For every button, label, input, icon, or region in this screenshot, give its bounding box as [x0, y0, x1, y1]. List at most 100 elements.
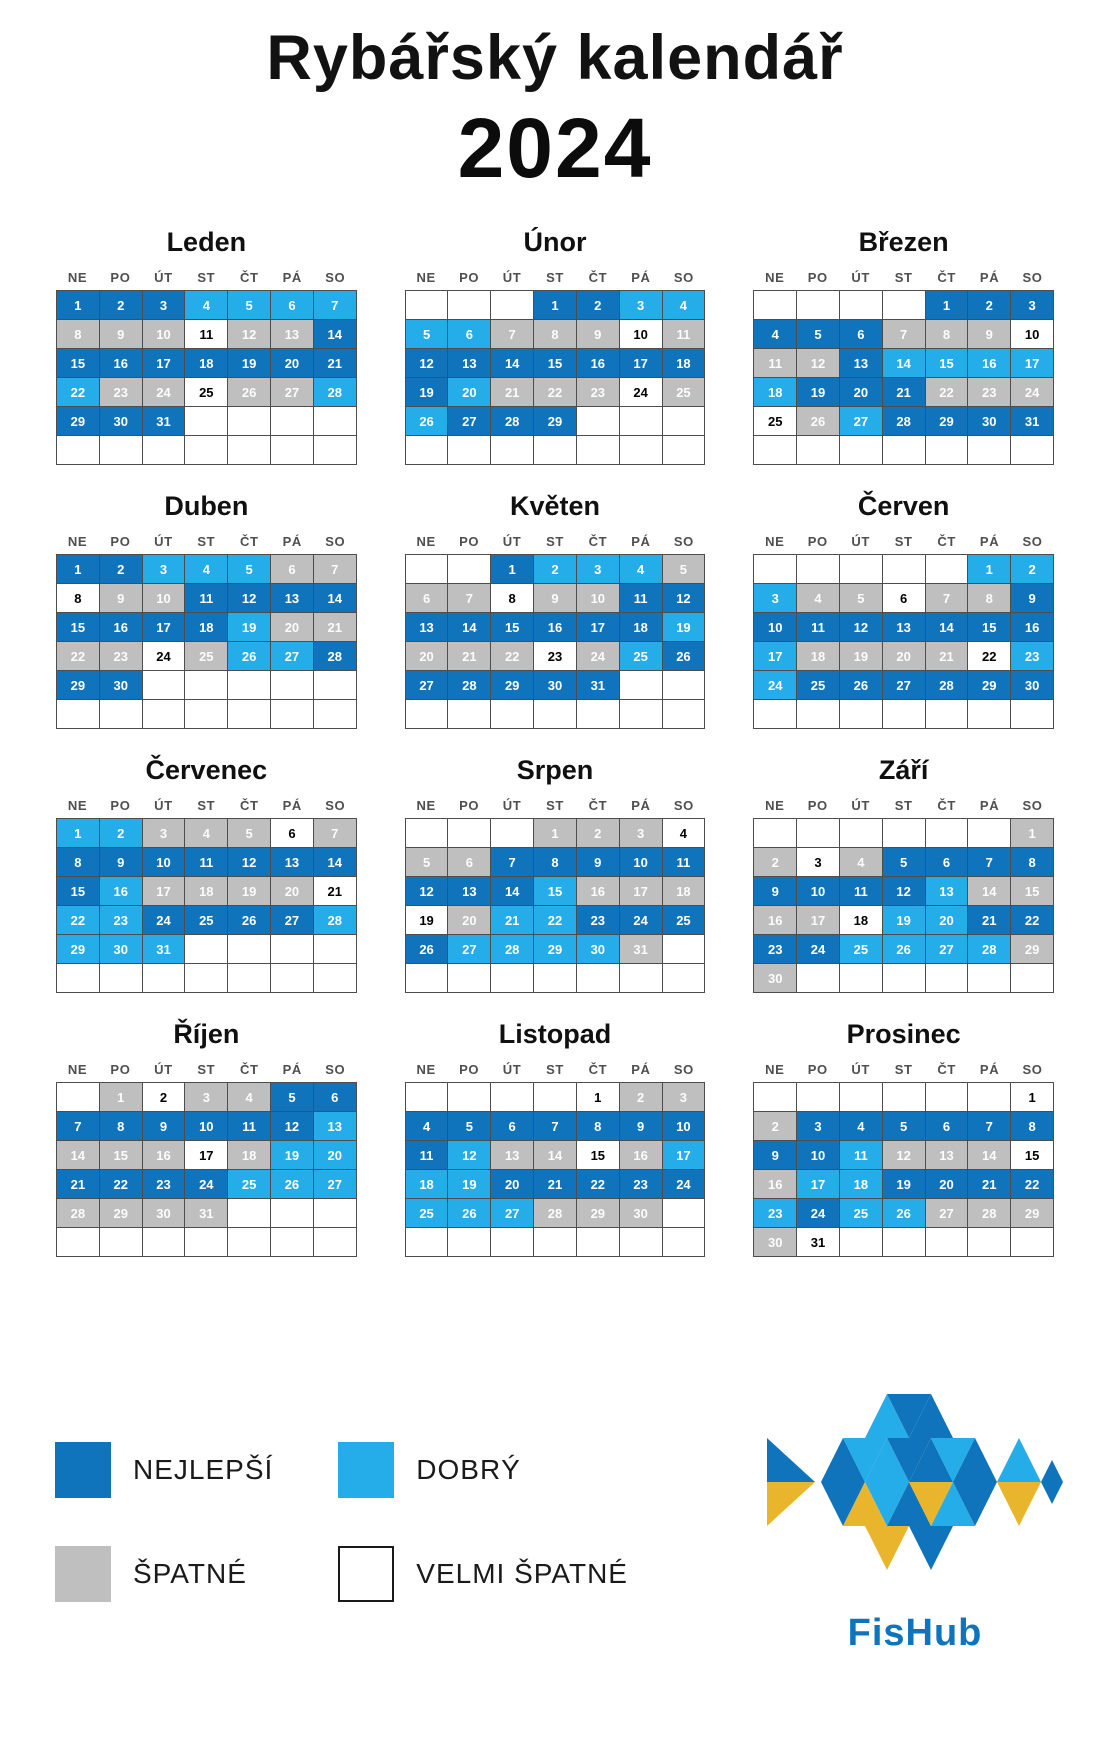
empty-cell — [619, 436, 663, 465]
day-cell: 26 — [662, 642, 706, 671]
day-cell: 11 — [839, 877, 883, 906]
day-cell: 13 — [882, 613, 926, 642]
empty-cell — [662, 700, 706, 729]
day-cell: 6 — [925, 1112, 969, 1141]
day-cell: 21 — [448, 642, 492, 671]
weekday-label: SO — [673, 534, 694, 549]
day-cell: 25 — [662, 378, 706, 407]
day-cell: 22 — [1011, 906, 1054, 935]
empty-cell — [405, 1228, 449, 1257]
day-cell: 30 — [1011, 671, 1054, 700]
day-cell: 22 — [57, 906, 100, 935]
weekday-label: ČT — [937, 534, 956, 549]
day-cell: 9 — [576, 848, 620, 877]
day-cell: 28 — [57, 1199, 100, 1228]
weekday-label: PÁ — [979, 270, 1000, 285]
day-cell: 13 — [925, 1141, 969, 1170]
day-cell: 9 — [99, 320, 143, 349]
day-cell: 11 — [839, 1141, 883, 1170]
day-cell: 20 — [313, 1141, 357, 1170]
day-cell: 11 — [185, 584, 229, 613]
legend-swatch-good — [338, 1442, 395, 1498]
day-cell: 4 — [228, 1083, 272, 1112]
empty-cell — [57, 700, 100, 729]
empty-cell — [797, 555, 840, 584]
weekday-header-row: NE PO ÚT ST ČT PÁ SO — [56, 1062, 357, 1077]
empty-cell — [882, 555, 926, 584]
day-cell: 19 — [797, 378, 840, 407]
day-cell: 15 — [576, 1141, 620, 1170]
month-duben: Duben NE PO ÚT ST ČT PÁ SO 1 2 3 4 5 6 7 8 9 10 11 12 13 14 15… — [56, 491, 357, 729]
empty-cell — [228, 935, 272, 964]
day-cell: 3 — [662, 1083, 706, 1112]
empty-cell — [1011, 1228, 1054, 1257]
empty-cell — [142, 700, 186, 729]
weekday-header-row: NE PO ÚT ST ČT PÁ SO — [56, 798, 357, 813]
weekday-label: PÁ — [979, 534, 1000, 549]
weekday-label: SO — [673, 1062, 694, 1077]
empty-cell — [882, 436, 926, 465]
empty-cell — [491, 819, 535, 848]
day-cell: 17 — [185, 1141, 229, 1170]
day-cell: 31 — [1011, 407, 1054, 436]
month-title: Březen — [858, 227, 949, 257]
empty-cell — [925, 700, 969, 729]
day-cell: 28 — [882, 407, 926, 436]
month-srpen: Srpen NE PO ÚT ST ČT PÁ SO 1 2 3 4 5 6 7 8 9 10 11 12 13 14 15… — [404, 755, 706, 993]
day-cell: 9 — [99, 584, 143, 613]
day-cell: 27 — [271, 906, 314, 935]
month-title: Červenec — [145, 755, 268, 785]
day-cell: 21 — [491, 378, 535, 407]
empty-cell — [839, 700, 883, 729]
empty-cell — [662, 436, 706, 465]
day-cell: 18 — [228, 1141, 272, 1170]
day-cell: 21 — [57, 1170, 100, 1199]
empty-cell — [839, 819, 883, 848]
month-title: Květen — [509, 491, 600, 521]
day-cell: 3 — [754, 584, 798, 613]
day-cell: 24 — [797, 1199, 840, 1228]
empty-cell — [491, 964, 535, 993]
day-cell: 27 — [405, 671, 449, 700]
day-cell: 17 — [619, 349, 663, 378]
day-cell: 21 — [313, 613, 357, 642]
empty-cell — [142, 436, 186, 465]
day-cell: 5 — [405, 320, 449, 349]
day-cell: 21 — [882, 378, 926, 407]
day-cell: 28 — [448, 671, 492, 700]
empty-cell — [405, 436, 449, 465]
day-cell: 25 — [228, 1170, 272, 1199]
day-cell: 6 — [271, 555, 314, 584]
day-cell: 24 — [576, 642, 620, 671]
day-cell: 13 — [448, 877, 492, 906]
day-cell: 1 — [99, 1083, 143, 1112]
day-cell: 17 — [797, 906, 840, 935]
empty-cell — [797, 819, 840, 848]
weekday-header-row: NE PO ÚT ST ČT PÁ SO — [753, 534, 1054, 549]
empty-cell — [754, 700, 798, 729]
day-cell: 4 — [185, 291, 229, 320]
weekday-label: ST — [197, 798, 216, 813]
day-cell: 22 — [534, 378, 577, 407]
empty-cell — [754, 291, 798, 320]
day-cell: 16 — [754, 1170, 798, 1199]
weekday-label: ÚT — [851, 798, 870, 813]
empty-cell — [185, 700, 229, 729]
day-cell: 18 — [185, 613, 229, 642]
weekday-label: ČT — [588, 270, 608, 285]
empty-cell — [754, 436, 798, 465]
day-cell: 22 — [534, 906, 577, 935]
month-title: Únor — [523, 227, 587, 257]
empty-cell — [882, 1228, 926, 1257]
fishub-fish-icon — [767, 1394, 1063, 1570]
weekday-label: PÁ — [979, 1062, 1000, 1077]
empty-cell — [576, 1228, 620, 1257]
day-cell: 12 — [405, 877, 449, 906]
weekday-label: PÁ — [631, 534, 651, 549]
empty-cell — [313, 935, 357, 964]
day-cell: 20 — [271, 349, 314, 378]
weekday-label: ČT — [240, 270, 259, 285]
day-cell: 21 — [925, 642, 969, 671]
day-cell: 2 — [754, 848, 798, 877]
day-cell: 30 — [99, 935, 143, 964]
